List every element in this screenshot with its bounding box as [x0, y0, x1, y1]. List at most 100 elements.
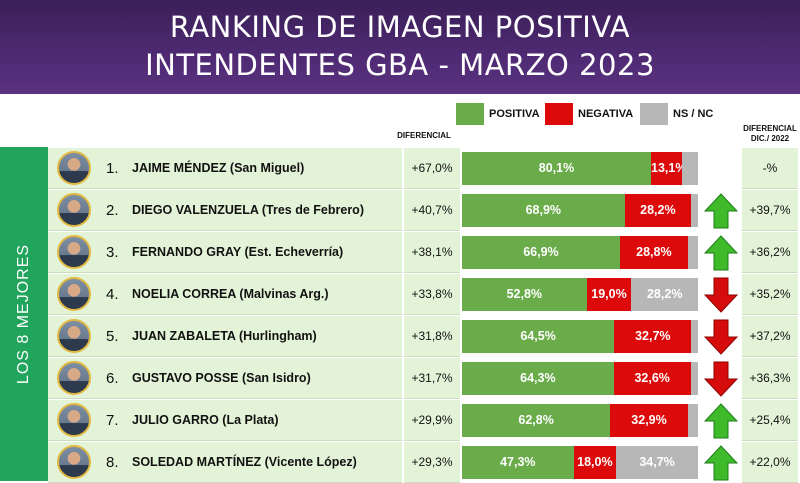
diferencial-dic-cell	[742, 232, 798, 273]
bar-negativa: 13,1%	[651, 152, 686, 185]
legend-label-negativa: NEGATIVA	[578, 108, 634, 120]
name-cell	[48, 358, 402, 399]
diferencial-dic-value: +25,4%	[749, 413, 791, 427]
avatar	[57, 361, 91, 395]
diferencial-value: +29,9%	[411, 413, 453, 427]
table-row: 4. NOELIA CORREA (Malvinas Arg.) +33,8% 52,…	[48, 274, 800, 315]
diferencial-dic-cell	[742, 442, 798, 483]
bar-negativa: 28,2%	[624, 194, 692, 227]
bar-positiva: 62,8%	[462, 404, 611, 437]
arrow-down-icon	[704, 361, 738, 397]
name-cell	[48, 442, 402, 483]
diferencial-cell	[404, 358, 460, 399]
diferencial-dic-cell	[742, 358, 798, 399]
diferencial-cell	[404, 274, 460, 315]
arrow-down-icon	[704, 319, 738, 355]
diferencial-cell	[404, 400, 460, 441]
bar-ns-nc	[691, 194, 698, 227]
diferencial-cell	[404, 232, 460, 273]
diferencial-dic-cell	[742, 148, 798, 189]
bar-positiva: 80,1%	[462, 152, 652, 185]
diferencial-dic-cell	[742, 400, 798, 441]
diferencial-dic-value: +22,0%	[749, 455, 791, 469]
stacked-bar: 64,3% 32,6%	[462, 362, 698, 395]
name-cell	[48, 400, 402, 441]
legend-positiva: POSITIVA	[456, 103, 540, 125]
stacked-bar: 62,8% 32,9%	[462, 404, 698, 437]
table-row: 8. SOLEDAD MARTÍNEZ (Vicente López) +29,3%…	[48, 442, 800, 483]
diferencial-dic-value: +35,2%	[749, 287, 791, 301]
name-cell	[48, 148, 402, 189]
bar-negativa: 18,0%	[573, 446, 617, 479]
table-row: 6. GUSTAVO POSSE (San Isidro) +31,7% 64,3% 3…	[48, 358, 800, 399]
avatar	[57, 235, 91, 269]
mayor-name: DIEGO VALENZUELA (Tres de Febrero)	[132, 203, 364, 217]
table-row: 3. FERNANDO GRAY (Est. Echeverría) +38,1% 6…	[48, 232, 800, 273]
header-diferencial-dic: DIFERENCIAL DIC./ 2022	[740, 124, 800, 144]
bar-ns-nc	[691, 320, 698, 353]
stacked-bar: 68,9% 28,2%	[462, 194, 698, 227]
bar-positiva: 64,3%	[462, 362, 614, 395]
diferencial-dic-cell	[742, 316, 798, 357]
table-row: 1. JAIME MÉNDEZ (San Miguel) +67,0% 80,1% 13…	[48, 148, 800, 189]
diferencial-dic-value: +37,2%	[749, 329, 791, 343]
bar-ns-nc	[687, 236, 698, 269]
rank-number: 7.	[106, 412, 119, 429]
legend-swatch-negativa	[545, 103, 573, 125]
rank-number: 2.	[106, 202, 119, 219]
avatar	[57, 151, 91, 185]
stacked-bar: 66,9% 28,8%	[462, 236, 698, 269]
diferencial-dic-value: +36,3%	[749, 371, 791, 385]
legend-swatch-positiva	[456, 103, 484, 125]
arrow-down-icon	[704, 277, 738, 313]
header-diferencial-dic-line2: DIC./ 2022	[750, 134, 790, 143]
table-row: 5. JUAN ZABALETA (Hurlingham) +31,8% 64,5% 3…	[48, 316, 800, 357]
bar-positiva: 68,9%	[462, 194, 625, 227]
header-diferencial: DIFERENCIAL	[397, 131, 451, 140]
bar-negativa: 32,6%	[613, 362, 691, 395]
diferencial-dic-value: +36,2%	[749, 245, 791, 259]
stacked-bar: 47,3% 18,0% 34,7%	[462, 446, 698, 479]
diferencial-cell	[404, 148, 460, 189]
bar-ns-nc	[690, 362, 698, 395]
avatar	[57, 445, 91, 479]
stacked-bar: 80,1% 13,1%	[462, 152, 698, 185]
arrow-up-icon	[704, 193, 738, 229]
bar-negativa: 28,8%	[619, 236, 688, 269]
legend-negativa: NEGATIVA	[545, 103, 633, 125]
mayor-name: GUSTAVO POSSE (San Isidro)	[132, 371, 311, 385]
mayor-name: JUAN ZABALETA (Hurlingham)	[132, 329, 317, 343]
avatar	[57, 277, 91, 311]
bar-positiva: 64,5%	[462, 320, 615, 353]
diferencial-value: +29,3%	[411, 455, 453, 469]
mayor-name: FERNANDO GRAY (Est. Echeverría)	[132, 245, 344, 259]
name-cell	[48, 190, 402, 231]
name-cell	[48, 316, 402, 357]
diferencial-value: +40,7%	[411, 203, 453, 217]
mayor-name: JAIME MÉNDEZ (San Miguel)	[132, 161, 305, 175]
avatar	[57, 319, 91, 353]
bar-negativa: 32,9%	[610, 404, 688, 437]
diferencial-value: +31,7%	[411, 371, 453, 385]
bar-negativa: 19,0%	[586, 278, 632, 311]
diferencial-dic-value: +39,7%	[749, 203, 791, 217]
sidebar-label: LOS 8 MEJORES	[15, 243, 32, 385]
diferencial-value: +67,0%	[411, 161, 453, 175]
rank-number: 8.	[106, 454, 119, 471]
sidebar-group	[0, 147, 48, 481]
avatar	[57, 193, 91, 227]
diferencial-value: +38,1%	[411, 245, 453, 259]
bar-ns-nc: 34,7%	[616, 446, 698, 479]
title-line-2: INTENDENTES GBA - MARZO 2023	[145, 48, 655, 82]
rank-number: 5.	[106, 328, 119, 345]
bar-ns-nc	[687, 404, 698, 437]
bar-ns-nc	[681, 152, 698, 185]
bar-negativa: 32,7%	[614, 320, 692, 353]
mayor-name: SOLEDAD MARTÍNEZ (Vicente López)	[132, 455, 357, 469]
bar-positiva: 47,3%	[462, 446, 574, 479]
name-cell	[48, 232, 402, 273]
diferencial-value: +33,8%	[411, 287, 453, 301]
diferencial-cell	[404, 190, 460, 231]
legend-label-ns-nc: NS / NC	[673, 108, 714, 120]
rank-number: 6.	[106, 370, 119, 387]
